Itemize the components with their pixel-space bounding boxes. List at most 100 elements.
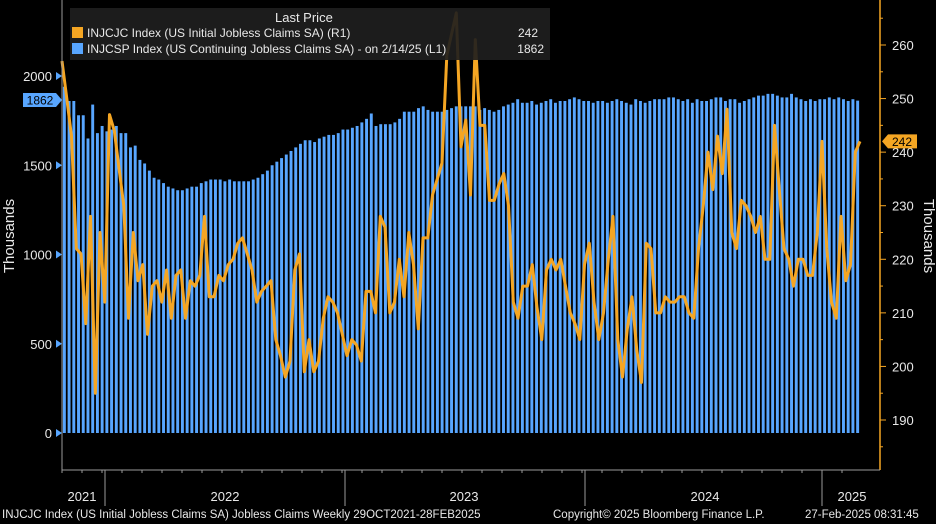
bar	[728, 99, 732, 434]
bar	[459, 106, 463, 433]
bar	[544, 100, 548, 434]
bar	[549, 99, 553, 434]
bar	[757, 95, 760, 433]
bar	[473, 106, 477, 433]
bar	[162, 183, 165, 433]
bar	[237, 181, 241, 433]
bar	[856, 100, 860, 433]
bar	[624, 102, 628, 433]
bar	[417, 108, 420, 433]
bar	[332, 134, 335, 433]
bar	[275, 161, 279, 433]
bar	[686, 99, 690, 434]
bar	[214, 179, 217, 433]
legend-swatch-blue	[72, 43, 83, 54]
bar	[383, 124, 387, 433]
left-tick-label: 500	[30, 337, 52, 352]
x-tick-label: 2021	[68, 489, 97, 504]
right-last-value-marker: 242	[882, 134, 917, 149]
legend-swatch-orange	[72, 27, 83, 38]
bar	[620, 100, 624, 434]
bar	[294, 147, 298, 433]
bar	[487, 109, 491, 434]
bar	[535, 104, 539, 433]
bar	[105, 131, 109, 433]
x-tick-label: 2023	[450, 489, 479, 504]
legend-value-continuing: 1862	[517, 42, 544, 56]
bar	[190, 186, 194, 433]
bar	[317, 138, 321, 434]
bar	[327, 134, 331, 433]
bar	[497, 109, 501, 434]
bar	[667, 97, 671, 434]
bar	[502, 106, 505, 433]
bar	[690, 102, 694, 433]
bar	[454, 106, 458, 433]
left-tick-label: 0	[45, 426, 52, 441]
bar	[520, 102, 524, 433]
x-axis: 2021 2022 2023 2024 2025	[61, 470, 866, 506]
bar	[832, 99, 836, 434]
bar	[700, 100, 704, 434]
bar	[577, 99, 581, 434]
bar	[823, 99, 827, 434]
legend-value-initial: 242	[517, 26, 538, 40]
footer-series-info: INJCJC Index (US Initial Jobless Claims …	[2, 509, 481, 521]
bar	[355, 125, 359, 433]
bar	[723, 100, 727, 434]
bar	[251, 179, 255, 433]
bar	[483, 108, 487, 433]
bar	[464, 106, 468, 433]
bar	[445, 109, 449, 434]
bar	[365, 118, 369, 433]
bar	[284, 154, 288, 434]
bar	[431, 111, 435, 433]
bar	[808, 99, 812, 434]
bar	[846, 100, 850, 434]
bar	[265, 170, 269, 434]
bar	[138, 159, 142, 433]
left-tick-mark	[56, 72, 62, 80]
bar	[563, 100, 567, 434]
bar	[648, 100, 652, 434]
bar	[199, 183, 203, 433]
bar	[587, 100, 590, 434]
bar	[657, 99, 661, 434]
bar	[742, 100, 746, 434]
left-tick-label: 2000	[23, 69, 52, 84]
bar	[218, 179, 222, 433]
bar	[775, 95, 779, 433]
bar	[601, 100, 605, 434]
left-tick-mark	[56, 161, 62, 170]
bar	[615, 99, 619, 434]
left-last-value: 1862	[27, 94, 54, 108]
right-tick-label: 200	[892, 359, 914, 374]
bar	[440, 111, 444, 433]
footer-copyright: Copyright© 2025 Bloomberg Finance L.P.	[553, 509, 765, 521]
bar	[379, 124, 383, 433]
bar	[303, 140, 307, 433]
bar	[662, 99, 666, 434]
bar	[398, 118, 402, 433]
bar	[672, 97, 675, 434]
left-tick-label: 1500	[23, 158, 52, 173]
bar	[166, 186, 170, 433]
bar	[468, 106, 472, 433]
bar	[629, 104, 633, 433]
bar	[492, 111, 496, 433]
bar	[407, 111, 411, 433]
bar	[435, 111, 439, 433]
bar	[790, 93, 793, 433]
bar	[152, 177, 156, 433]
bar	[180, 190, 184, 433]
bar	[280, 158, 284, 434]
footer: INJCJC Index (US Initial Jobless Claims …	[0, 506, 936, 524]
bar	[591, 102, 595, 433]
bar	[308, 140, 312, 433]
bar	[525, 102, 529, 433]
left-tick-mark	[56, 339, 62, 348]
bar	[313, 142, 317, 434]
footer-timestamp: 27-Feb-2025 08:31:45	[805, 509, 919, 521]
bar	[676, 99, 680, 434]
